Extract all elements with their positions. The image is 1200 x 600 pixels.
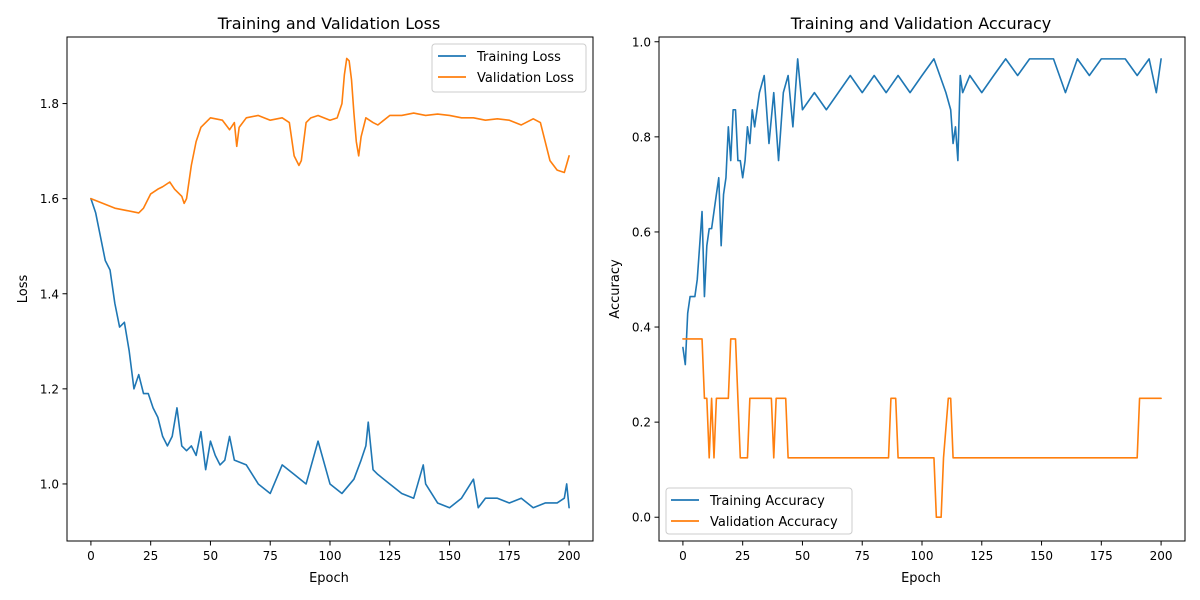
accuracy-y-axis: 0.0 0.2 0.4 0.6 0.8 1.0 xyxy=(632,35,659,525)
accuracy-y-tick-label: 0.8 xyxy=(632,130,651,144)
loss-legend: Training Loss Validation Loss xyxy=(431,43,587,93)
loss-chart-title: Training and Validation Loss xyxy=(217,14,441,33)
loss-series-training-loss xyxy=(90,197,570,509)
loss-x-tick-label: 0 xyxy=(87,549,95,563)
loss-series-validation-loss xyxy=(90,57,570,214)
accuracy-x-tick-label: 150 xyxy=(1030,549,1053,563)
accuracy-y-tick-label: 1.0 xyxy=(632,35,651,49)
accuracy-x-tick-label: 0 xyxy=(679,549,687,563)
loss-chart: Training and Validation Loss 0 25 50 75 100 1… xyxy=(16,14,594,586)
loss-x-tick-label: 150 xyxy=(438,549,461,563)
loss-y-tick-label: 1.8 xyxy=(40,97,59,111)
accuracy-x-tick-label: 50 xyxy=(795,549,810,563)
accuracy-x-tick-label: 100 xyxy=(911,549,934,563)
accuracy-x-tick-label: 125 xyxy=(970,549,993,563)
loss-x-tick-label: 125 xyxy=(378,549,401,563)
loss-y-axis-label: Loss xyxy=(16,275,31,304)
accuracy-x-tick-label: 25 xyxy=(735,549,750,563)
loss-y-tick-label: 1.2 xyxy=(40,382,59,396)
accuracy-x-tick-label: 200 xyxy=(1150,549,1173,563)
loss-x-tick-label: 75 xyxy=(263,549,278,563)
accuracy-chart-title: Training and Validation Accuracy xyxy=(790,14,1052,33)
accuracy-legend-box xyxy=(665,487,853,535)
loss-x-tick-label: 175 xyxy=(498,549,521,563)
accuracy-legend: Training Accuracy Validation Accuracy xyxy=(665,487,853,535)
accuracy-legend-label-validation: Validation Accuracy xyxy=(710,515,838,530)
loss-x-tick-label: 200 xyxy=(558,549,581,563)
accuracy-x-axis-label: Epoch xyxy=(901,571,941,586)
accuracy-y-tick-label: 0.4 xyxy=(632,321,651,335)
accuracy-y-tick-label: 0.2 xyxy=(632,416,651,430)
accuracy-series-validation-accuracy xyxy=(682,338,1162,519)
loss-y-tick-label: 1.0 xyxy=(40,477,59,491)
loss-x-tick-label: 25 xyxy=(143,549,158,563)
loss-x-tick-label: 100 xyxy=(319,549,342,563)
accuracy-legend-label-training: Training Accuracy xyxy=(709,494,825,509)
loss-legend-label-training: Training Loss xyxy=(476,50,561,65)
accuracy-series-layer xyxy=(682,58,1162,519)
loss-x-axis-label: Epoch xyxy=(309,571,349,586)
accuracy-y-tick-label: 0.6 xyxy=(632,225,651,239)
accuracy-chart: Training and Validation Accuracy 0 25 50 75… xyxy=(608,14,1186,586)
loss-x-tick-label: 50 xyxy=(203,549,218,563)
accuracy-y-tick-label: 0.0 xyxy=(632,511,651,525)
loss-legend-label-validation: Validation Loss xyxy=(477,71,574,86)
accuracy-x-tick-label: 75 xyxy=(855,549,870,563)
accuracy-y-axis-label: Accuracy xyxy=(608,259,623,319)
accuracy-x-axis: 0 25 50 75 100 125 150 175 200 xyxy=(679,541,1173,563)
loss-legend-box xyxy=(431,43,587,93)
loss-series-layer xyxy=(90,57,570,509)
loss-y-tick-label: 1.6 xyxy=(40,192,59,206)
loss-x-axis: 0 25 50 75 100 125 150 175 200 xyxy=(87,541,581,563)
loss-y-tick-label: 1.4 xyxy=(40,287,59,301)
accuracy-series-training-accuracy xyxy=(682,58,1162,366)
accuracy-x-tick-label: 175 xyxy=(1090,549,1113,563)
loss-y-axis: 1.0 1.2 1.4 1.6 1.8 xyxy=(40,97,67,491)
